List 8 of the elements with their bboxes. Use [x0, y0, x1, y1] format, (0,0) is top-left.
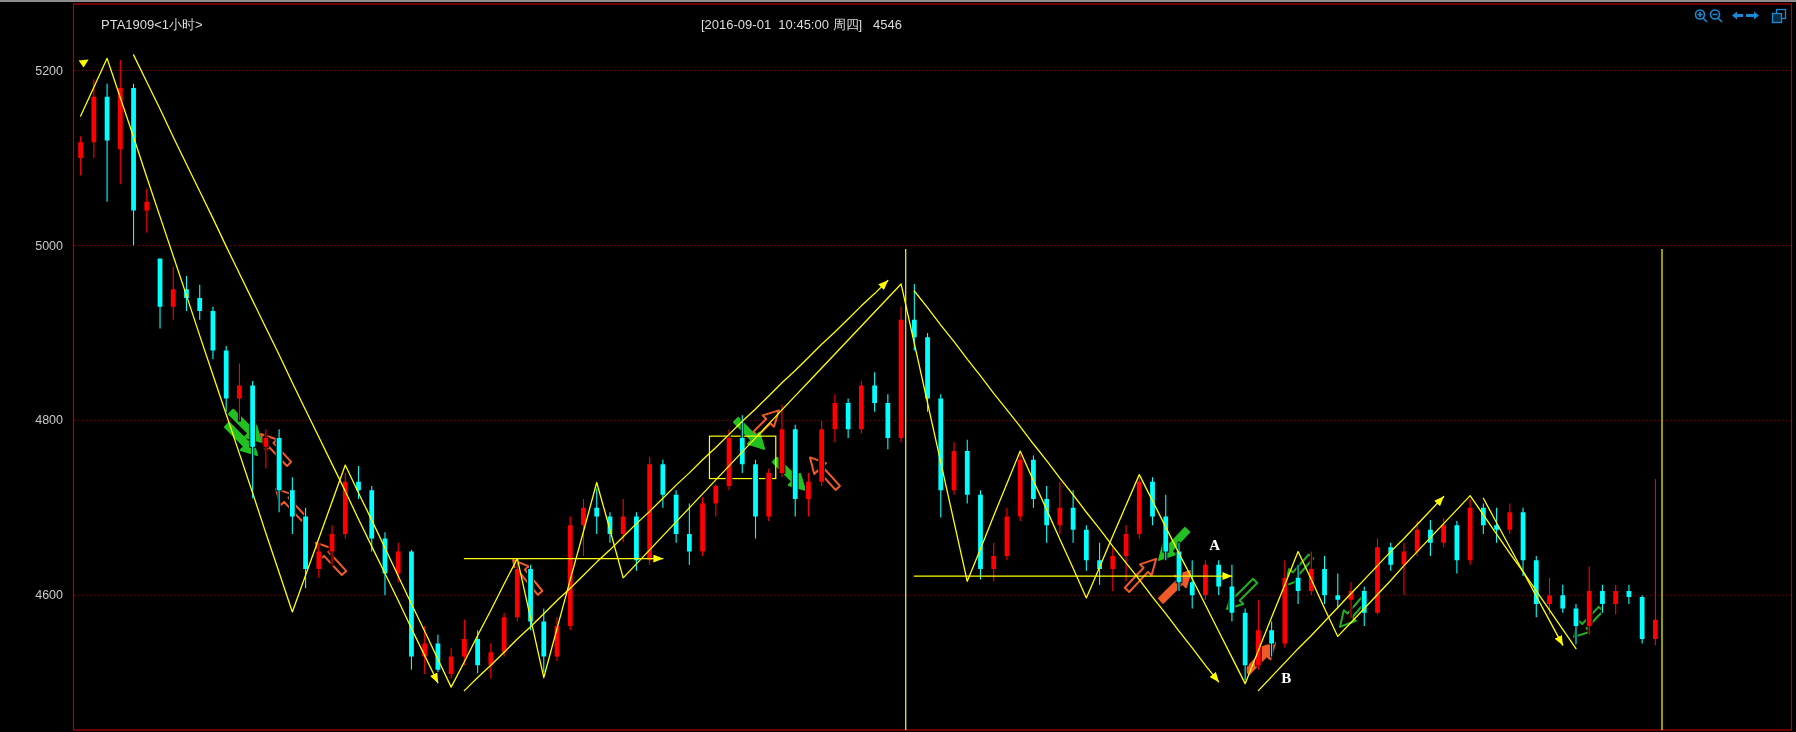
- title: PTA1909<1小时>: [101, 16, 203, 32]
- y-tick-label: 5200: [35, 63, 64, 78]
- annotation: A: [1209, 537, 1221, 554]
- subtitle: [2016-09-01 10:45:00 周四] 4546: [701, 16, 902, 32]
- annotation: B: [1281, 670, 1292, 687]
- y-tick-label: 4600: [35, 588, 64, 603]
- y-tick-label: 4800: [35, 413, 64, 428]
- y-tick-label: 5000: [35, 238, 64, 253]
